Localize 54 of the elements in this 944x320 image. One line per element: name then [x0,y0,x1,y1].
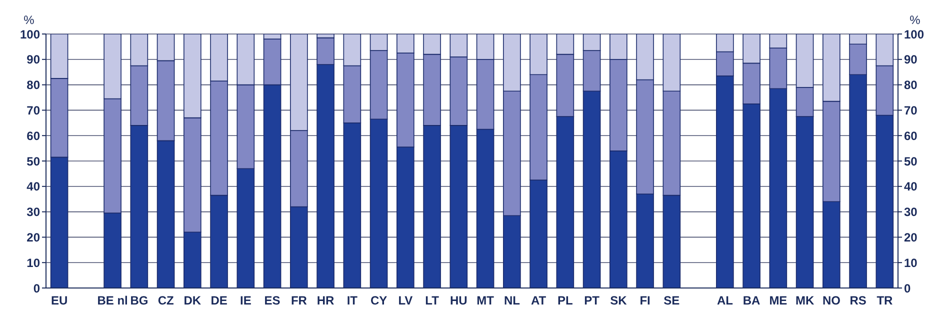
x-tick-label: CZ [158,294,174,308]
x-tick-label: TR [876,294,894,308]
x-tick-label: MK [795,294,814,308]
x-tick-label: AL [716,294,733,308]
x-tick-label: MT [476,294,495,308]
y-tick-label: 50 [26,154,40,168]
x-tick-label: BA [742,294,761,308]
y2-tick-label: 90 [904,52,918,67]
y2-tick-label: 20 [904,230,918,244]
y2-tick-label: 0 [904,281,911,296]
x-tick-label: FI [640,294,650,308]
x-tick-label: RS [850,294,866,308]
x-tick-label: SE [664,294,680,308]
y2-tick-label: 40 [904,180,918,194]
x-tick-label: EU [50,294,68,308]
x-tick-label: DK [184,294,202,308]
x-tick-label: LV [398,294,413,308]
x-tick-label: HU [450,294,468,308]
x-tick-label: BE nl [97,294,128,308]
y2-axis-title: % [910,13,921,27]
x-tick-label: NL [504,294,520,308]
x-tick-label: CY [370,294,388,308]
x-tick-label: HR [316,294,335,308]
y2-tick-label: 10 [904,256,918,270]
x-tick-label: IE [240,294,252,308]
y-axis-title: % [24,13,35,27]
x-tick-label: ME [769,294,788,308]
y2-tick-label: 50 [904,154,918,168]
x-tick-label: LT [425,294,440,308]
y2-tick-label: 80 [904,78,918,92]
y2-tick-label: 70 [904,103,918,118]
y2-tick-label: 100 [904,27,924,42]
y2-tick-label: 60 [904,128,918,143]
y-tick-label: 40 [26,180,40,194]
y-tick-label: 70 [26,103,40,118]
y-tick-label: 80 [26,78,40,92]
x-tick-label: FR [290,294,308,308]
y-tick-label: 10 [26,256,40,270]
x-tick-label: ES [264,294,280,308]
x-tick-label: DE [210,294,228,308]
x-tick-label: BG [130,294,148,308]
y-tick-label: 20 [26,230,40,244]
x-tick-label: PT [584,294,600,308]
x-tick-label: PL [558,294,573,308]
y-tick-label: 90 [26,52,40,67]
y-tick-label: 30 [26,205,40,220]
x-tick-label: NO [822,294,840,308]
x-tick-label: SK [610,294,628,308]
y-tick-label: 0 [33,281,40,296]
x-tick-label: IT [346,294,358,308]
y2-tick-label: 30 [904,205,918,220]
y-tick-label: 100 [20,27,40,42]
y-tick-label: 60 [26,128,40,143]
x-tick-label: AT [531,294,547,308]
